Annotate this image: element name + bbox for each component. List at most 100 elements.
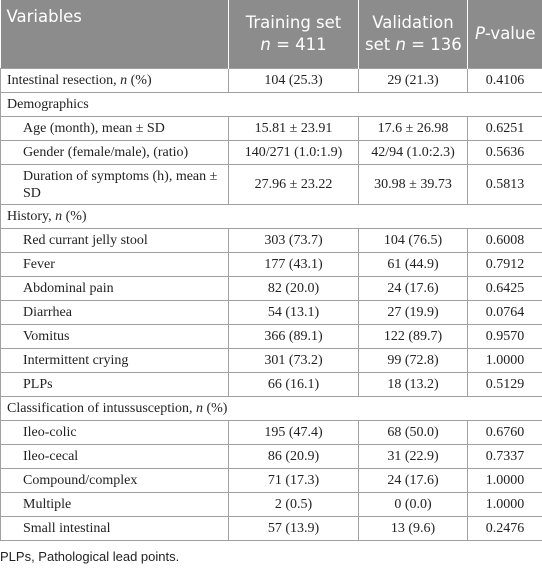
cell-value: 66 (16.1) (228, 372, 359, 397)
cell-value: 99 (72.8) (358, 348, 468, 373)
row-label: Red currant jelly stool (0, 228, 229, 253)
row-label: Fever (0, 252, 229, 277)
header-cell: Variables (0, 0, 229, 69)
cell-value: 104 (76.5) (358, 228, 468, 253)
row-label: History, n (%) (0, 204, 542, 229)
cell-value: 0.6008 (467, 228, 542, 253)
row-label: Compound/complex (0, 468, 229, 493)
section-row: Classification of intussusception, n (%) (0, 396, 542, 421)
cell-value: 140/271 (1.0:1.9) (228, 140, 359, 165)
data-row: Multiple 2 (0.5) 0 (0.0) 1.0000 (0, 492, 542, 517)
cell-value: 0.9570 (467, 324, 542, 349)
cell-value: 2 (0.5) (228, 492, 359, 517)
header-text: set (365, 35, 396, 54)
row-label: Small intestinal (0, 516, 229, 541)
row-label: Intestinal resection, n (%) (0, 68, 229, 93)
table-body: Intestinal resection, n (%) 104 (25.3) 29 … (0, 68, 542, 541)
row-label: Demographics (0, 92, 542, 117)
cell-value: 1.0000 (467, 348, 542, 373)
row-label: Age (month), mean ± SD (0, 116, 229, 141)
header-text: = 136 (405, 35, 462, 54)
header-cell: Training set n = 411 (228, 0, 359, 69)
cell-value: 1.0000 (467, 492, 542, 517)
cell-value: 27 (19.9) (358, 300, 468, 325)
cell-value: 0.5129 (467, 372, 542, 397)
cell-value: 0.5636 (467, 140, 542, 165)
cell-value: 0.7337 (467, 444, 542, 469)
data-row: Intermittent crying 301 (73.2) 99 (72.8) 1.… (0, 348, 542, 373)
row-label: Duration of symptoms (h), mean ± SD (0, 164, 229, 205)
cell-value: 177 (43.1) (228, 252, 359, 277)
header-row: Variables Training set n = 411 Validation se… (0, 0, 542, 69)
cell-value: 57 (13.9) (228, 516, 359, 541)
cell-value: 0.6425 (467, 276, 542, 301)
cell-value: 195 (47.4) (228, 420, 359, 445)
cell-value: 0.0764 (467, 300, 542, 325)
row-label: PLPs (0, 372, 229, 397)
footnote: PLPs, Pathological lead points. (0, 549, 180, 564)
header-cell: Validation set n = 136 (358, 0, 468, 69)
cell-value: 13 (9.6) (358, 516, 468, 541)
data-table: Variables Training set n = 411 Validation se… (0, 0, 542, 541)
data-row: Diarrhea 54 (13.1) 27 (19.9) 0.0764 (0, 300, 542, 325)
cell-value: 71 (17.3) (228, 468, 359, 493)
header-text: n (260, 35, 271, 54)
cell-value: 27.96 ± 23.22 (228, 164, 359, 205)
cell-value: 82 (20.0) (228, 276, 359, 301)
cell-value: 86 (20.9) (228, 444, 359, 469)
cell-value: 1.0000 (467, 468, 542, 493)
row-label: Multiple (0, 492, 229, 517)
cell-value: 0.6251 (467, 116, 542, 141)
cell-value: 0.5813 (467, 164, 542, 205)
data-row: Compound/complex 71 (17.3) 24 (17.6) 1.0000 (0, 468, 542, 493)
header-text: = 411 (270, 35, 327, 54)
data-row: Gender (female/male), (ratio) 140/271 (1.… (0, 140, 542, 165)
data-row: Age (month), mean ± SD 15.81 ± 23.91 17.6 … (0, 116, 542, 141)
cell-value: 29 (21.3) (358, 68, 468, 93)
section-row: Demographics (0, 92, 542, 117)
cell-value: 68 (50.0) (358, 420, 468, 445)
cell-value: 24 (17.6) (358, 468, 468, 493)
cell-value: 301 (73.2) (228, 348, 359, 373)
cell-value: 54 (13.1) (228, 300, 359, 325)
row-label: Ileo-colic (0, 420, 229, 445)
cell-value: 61 (44.9) (358, 252, 468, 277)
cell-value: 31 (22.9) (358, 444, 468, 469)
header-cell: P-value (467, 0, 542, 69)
cell-value: 42/94 (1.0:2.3) (358, 140, 468, 165)
cell-value: 104 (25.3) (228, 68, 359, 93)
data-row: Fever 177 (43.1) 61 (44.9) 0.7912 (0, 252, 542, 277)
cell-value: 30.98 ± 39.73 (358, 164, 468, 205)
header-text: Validation (372, 13, 454, 32)
data-row: Abdominal pain 82 (20.0) 24 (17.6) 0.6425 (0, 276, 542, 301)
row-label: Gender (female/male), (ratio) (0, 140, 229, 165)
header-text: P (474, 24, 485, 43)
row-label: Classification of intussusception, n (%) (0, 396, 542, 421)
cell-value: 0 (0.0) (358, 492, 468, 517)
data-row: PLPs 66 (16.1) 18 (13.2) 0.5129 (0, 372, 542, 397)
cell-value: 24 (17.6) (358, 276, 468, 301)
header-text: n (395, 35, 406, 54)
row-label: Ileo-cecal (0, 444, 229, 469)
cell-value: 0.7912 (467, 252, 542, 277)
row-label: Vomitus (0, 324, 229, 349)
data-row: Ileo-colic 195 (47.4) 68 (50.0) 0.6760 (0, 420, 542, 445)
cell-value: 17.6 ± 26.98 (358, 116, 468, 141)
cell-value: 366 (89.1) (228, 324, 359, 349)
data-row: Vomitus 366 (89.1) 122 (89.7) 0.9570 (0, 324, 542, 349)
row-label: Intermittent crying (0, 348, 229, 373)
header-text: Variables (6, 7, 82, 26)
row-label: Abdominal pain (0, 276, 229, 301)
cell-value: 303 (73.7) (228, 228, 359, 253)
data-row: Intestinal resection, n (%) 104 (25.3) 29 … (0, 68, 542, 93)
cell-value: 122 (89.7) (358, 324, 468, 349)
header-text: Training set (245, 13, 342, 32)
cell-value: 15.81 ± 23.91 (228, 116, 359, 141)
cell-value: 0.2476 (467, 516, 542, 541)
cell-value: 0.4106 (467, 68, 542, 93)
data-row: Ileo-cecal 86 (20.9) 31 (22.9) 0.7337 (0, 444, 542, 469)
data-row: Red currant jelly stool 303 (73.7) 104 (76… (0, 228, 542, 253)
header-text: -value (484, 24, 536, 43)
data-row: Duration of symptoms (h), mean ± SD 27.96… (0, 164, 542, 205)
